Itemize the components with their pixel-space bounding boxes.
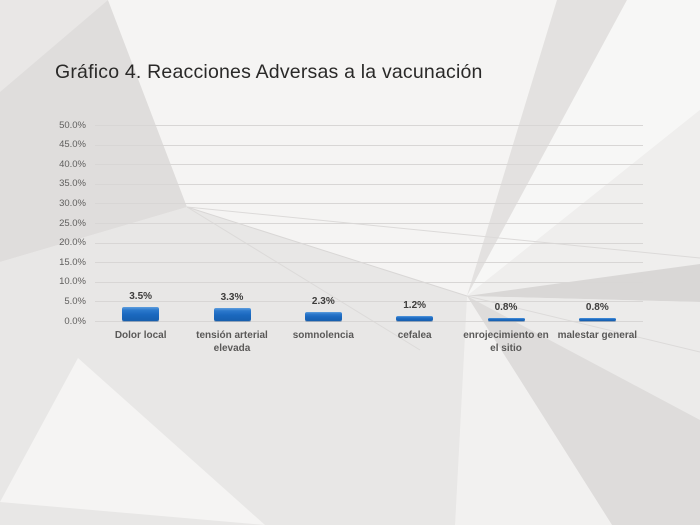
- gridline: [95, 144, 643, 146]
- category-label-line: malestar general: [557, 330, 638, 341]
- chart-title: Gráfico 4. Reacciones Adversas a la vacu…: [55, 61, 483, 83]
- y-tick-label: 5.0%: [64, 295, 86, 307]
- bar-value-label: 0.8%: [585, 301, 609, 313]
- gridline: [95, 301, 643, 303]
- y-tick-label: 0.0%: [64, 315, 86, 327]
- gridline: [95, 321, 643, 322]
- gridline: [95, 164, 643, 166]
- y-tick-label: 15.0%: [59, 256, 86, 268]
- category-label-line: Dolor local: [114, 330, 167, 341]
- bar: [213, 308, 251, 321]
- bar-category-label: cefalea: [353, 329, 477, 342]
- gridline: [95, 223, 643, 224]
- y-tick-label: 25.0%: [59, 217, 86, 229]
- category-label-line: tensión arterial: [196, 330, 268, 341]
- bar-category-label: Dolor local: [79, 329, 203, 342]
- bar-category-label: enrojecimiento en el sitio: [444, 329, 568, 355]
- gridline: [95, 203, 643, 205]
- y-tick-label: 35.0%: [59, 178, 86, 190]
- bar-value-label: 2.3%: [311, 295, 335, 307]
- bar: [487, 317, 525, 321]
- category-label-line: enrojecimiento en: [463, 330, 549, 341]
- bar-category-label: somnolencia: [261, 329, 385, 342]
- y-tick-label: 10.0%: [59, 276, 86, 288]
- bar-value-label: 1.2%: [403, 300, 427, 312]
- bar: [578, 317, 616, 321]
- gridline: [95, 281, 643, 283]
- y-tick-label: 50.0%: [59, 119, 86, 131]
- gridline: [95, 125, 643, 126]
- bar: [304, 311, 342, 321]
- bar-value-label: 0.8%: [494, 301, 518, 313]
- gridline: [95, 183, 643, 185]
- gridline: [95, 262, 643, 264]
- bar-category-label: tensión arterial elevada: [170, 329, 294, 355]
- category-label-line: elevada: [213, 343, 251, 354]
- gridline: [95, 242, 643, 244]
- y-tick-label: 30.0%: [59, 197, 86, 209]
- category-label-line: cefalea: [397, 330, 432, 341]
- bar-category-label: malestar general: [535, 329, 659, 342]
- y-tick-label: 20.0%: [59, 237, 86, 249]
- category-label-line: el sitio: [490, 343, 522, 354]
- bar: [396, 316, 434, 321]
- y-tick-label: 40.0%: [59, 158, 86, 170]
- y-tick-label: 45.0%: [59, 139, 86, 151]
- bar-value-label: 3.3%: [220, 292, 244, 304]
- category-label-line: somnolencia: [292, 330, 354, 341]
- bar: [122, 307, 160, 321]
- bar-value-label: 3.5%: [129, 291, 153, 303]
